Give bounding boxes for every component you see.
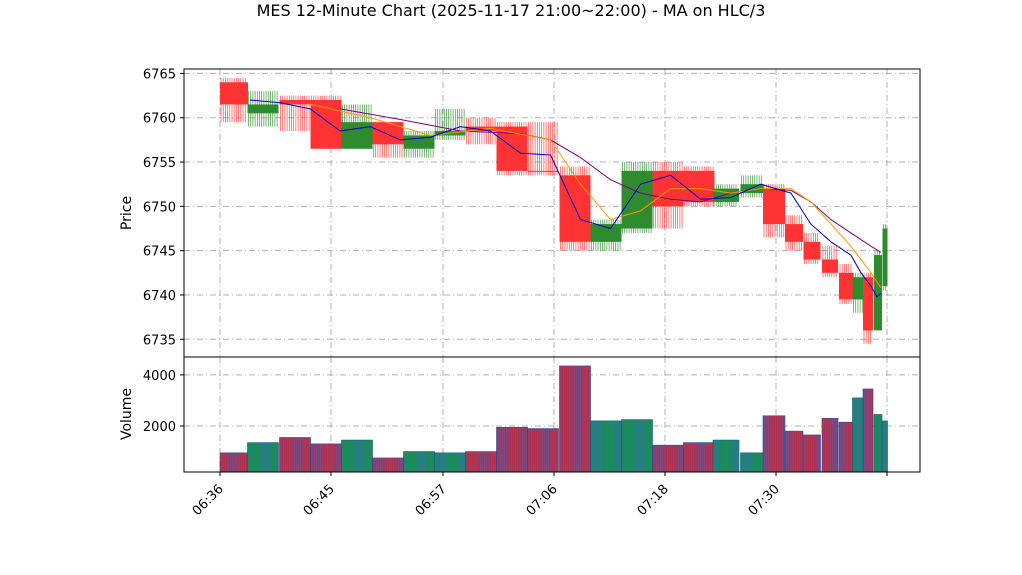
volume-bar: [882, 420, 888, 473]
volume-bar: [279, 437, 311, 473]
candle-body: [863, 277, 873, 331]
candle-body: [763, 188, 785, 225]
volume-bar: [434, 452, 466, 473]
candle: [874, 250, 882, 331]
candle-body: [822, 259, 838, 273]
candle-body: [220, 82, 248, 105]
candle-body: [247, 104, 279, 114]
candle: [803, 232, 821, 264]
candle: [852, 272, 864, 313]
x-tick-label: 07:06: [524, 482, 561, 519]
candle-body: [683, 170, 715, 202]
volume-bar: [559, 365, 591, 473]
candle-body: [785, 224, 803, 242]
volume-bar: [862, 388, 874, 473]
x-tick-label: 06:36: [190, 482, 227, 519]
x-tick-label: 07:30: [746, 482, 783, 519]
candle-body: [874, 255, 882, 331]
volume-bar: [465, 451, 497, 473]
volume-panel-frame: [183, 356, 921, 473]
candle: [863, 272, 873, 344]
candle-body: [310, 100, 342, 149]
x-tick-label: 06:57: [413, 482, 450, 519]
candle-body: [621, 170, 653, 229]
candle: [372, 122, 404, 158]
volume-axis-label: Volume: [119, 388, 135, 440]
volume-bar: [852, 397, 864, 473]
volume-bar: [762, 415, 786, 473]
candle-body: [882, 228, 888, 287]
candle-body: [839, 272, 853, 300]
price-panel-frame: [183, 68, 921, 358]
volume-bar: [712, 439, 740, 473]
candle-body: [372, 122, 404, 145]
candle: [434, 108, 466, 140]
price-panel: 6735 6740 6745 6750 6755 6760 6765 Price: [119, 67, 921, 358]
candle: [621, 162, 653, 233]
candle: [882, 224, 888, 291]
candle: [822, 246, 838, 278]
volume-bar: [372, 457, 404, 473]
candle-body: [527, 170, 559, 172]
price-tick-label: 6765: [143, 67, 176, 82]
candle: [785, 215, 803, 251]
x-tick-label: 06:45: [301, 482, 338, 519]
volume-bar: [590, 420, 622, 473]
volume-bar: [784, 430, 804, 473]
volume-bar: [527, 428, 559, 473]
candle: [683, 166, 715, 207]
volume-bar: [838, 421, 854, 473]
price-tick-label: 6760: [143, 112, 176, 127]
candle: [839, 263, 853, 304]
volume-bar: [803, 434, 821, 473]
volume-bar: [341, 439, 373, 473]
x-tick-label: 07:18: [635, 482, 672, 519]
chart-title: MES 12-Minute Chart (2025-11-17 21:00~22…: [257, 1, 766, 20]
x-axis: 06:36 06:45 06:57 07:06 07:18 07:30: [190, 472, 888, 519]
volume-bar: [821, 418, 839, 473]
candle: [247, 91, 279, 127]
volume-bar: [652, 444, 684, 473]
price-tick-label: 6740: [143, 289, 176, 304]
candle-body: [341, 122, 373, 149]
moving-average-slow: [340, 108, 882, 253]
candle-body: [852, 277, 864, 300]
volume-bar: [621, 419, 653, 473]
volume-bar: [740, 452, 764, 473]
candle: [310, 95, 342, 149]
candle: [279, 95, 311, 132]
volume-bar: [247, 442, 279, 473]
volume-tick-label: 4000: [143, 369, 176, 384]
price-tick-label: 6735: [143, 333, 176, 348]
candle: [527, 122, 559, 176]
candle-body: [590, 224, 622, 242]
candle-body: [465, 126, 497, 132]
candle: [590, 219, 622, 251]
candle-body: [279, 100, 311, 105]
volume-bar: [310, 443, 342, 473]
volume-bar: [219, 452, 249, 473]
moving-average-fast: [249, 99, 882, 298]
price-tick-label: 6755: [143, 156, 176, 171]
volume-bar: [496, 426, 528, 473]
candle: [740, 175, 764, 198]
price-tick-label: 6745: [143, 245, 176, 260]
volume-panel: 2000 4000 Volume: [119, 356, 921, 473]
price-tick-label: 6750: [143, 200, 176, 215]
candle-body: [803, 241, 821, 260]
candle: [220, 77, 248, 123]
volume-tick-label: 2000: [143, 420, 176, 435]
candle: [763, 184, 785, 238]
price-axis-label: Price: [119, 196, 135, 230]
volume-bar: [873, 414, 883, 473]
volume-bar: [683, 442, 715, 473]
volume-bar: [403, 451, 435, 473]
candle: [652, 162, 684, 229]
